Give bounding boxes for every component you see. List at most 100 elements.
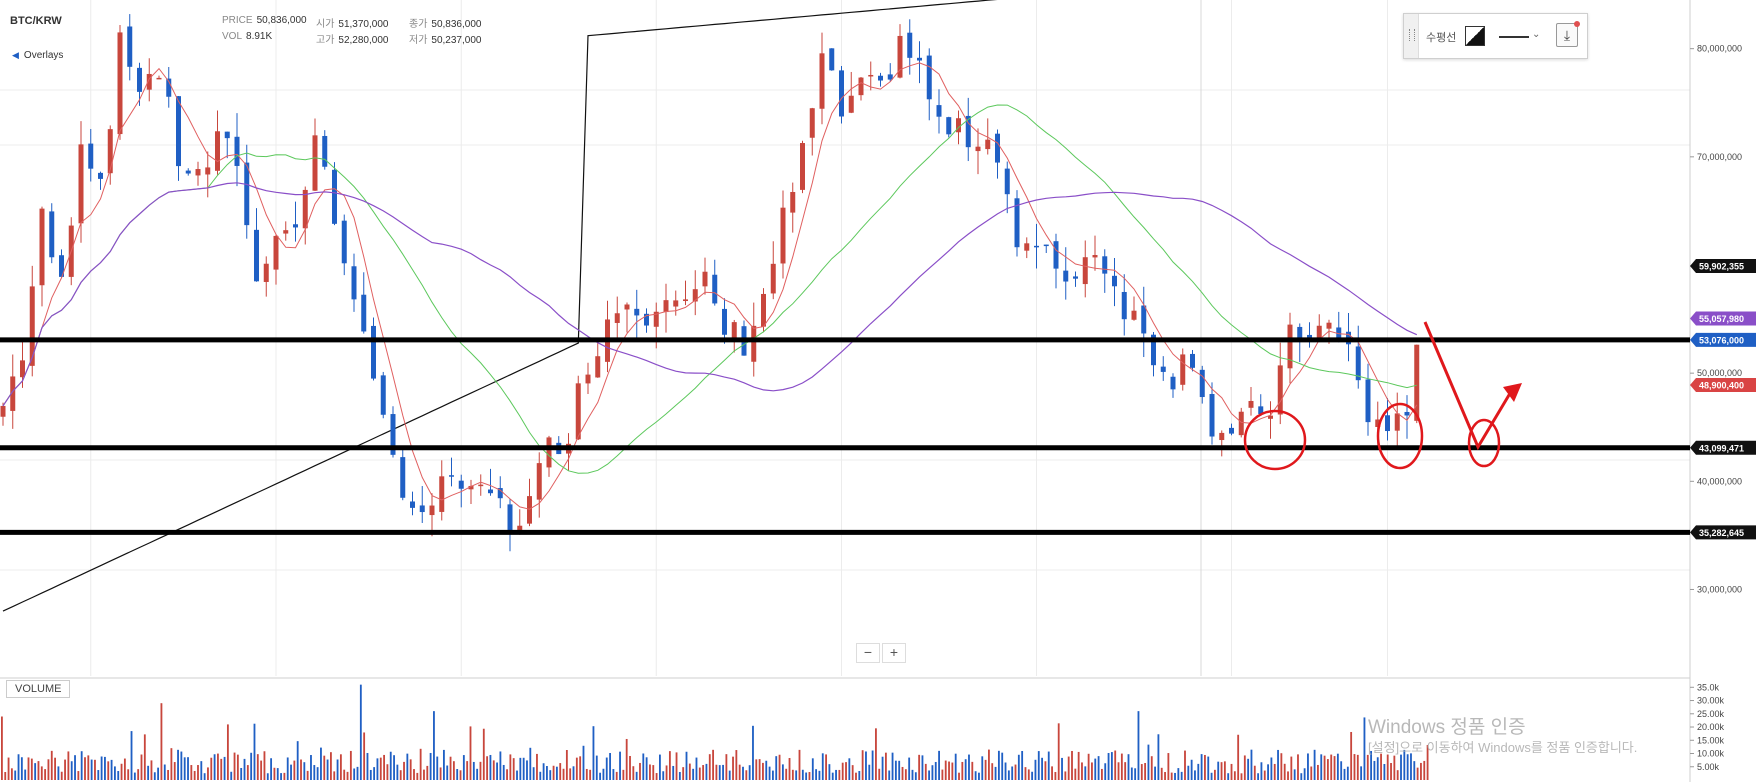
volume-bar xyxy=(30,758,33,780)
zoom-in-button[interactable]: + xyxy=(882,643,906,663)
volume-bar xyxy=(429,752,432,780)
volume-bar xyxy=(908,757,911,780)
candle-body xyxy=(1199,369,1205,398)
volume-bar xyxy=(193,770,196,780)
volume-bar xyxy=(40,766,43,780)
volume-bar xyxy=(1027,769,1030,780)
volume-bar xyxy=(24,769,27,780)
volume-bar xyxy=(1081,762,1083,780)
chevron-down-icon[interactable]: ⌄ xyxy=(1532,29,1541,40)
volume-bar xyxy=(173,762,176,780)
candle-body xyxy=(449,475,454,477)
volume-bar xyxy=(1313,749,1316,780)
candle-body xyxy=(702,271,708,287)
volume-bar xyxy=(918,754,921,780)
volume-bar xyxy=(629,755,631,780)
volume-bar xyxy=(137,769,140,780)
volume-bar xyxy=(848,758,851,780)
volume-bar xyxy=(1031,771,1034,780)
volume-bar xyxy=(1330,754,1333,780)
volume-bar xyxy=(276,768,279,780)
candle-body xyxy=(302,189,308,229)
volume-bar xyxy=(1021,750,1024,780)
volume-tick-label: 20.00k xyxy=(1697,722,1725,732)
vol-label: VOL xyxy=(222,31,243,42)
volume-bar xyxy=(1343,768,1346,780)
volume-bar xyxy=(775,756,778,780)
volume-bar xyxy=(310,755,312,780)
volume-bar xyxy=(791,769,794,780)
candle-body xyxy=(1326,322,1332,329)
candle-body xyxy=(1180,354,1186,385)
volume-bar xyxy=(1263,770,1266,780)
zoom-out-button[interactable]: − xyxy=(856,643,880,663)
candle-body xyxy=(517,525,523,531)
volume-bar xyxy=(851,765,854,780)
volume-bar xyxy=(472,761,475,780)
volume-bar xyxy=(516,770,518,780)
volume-bar xyxy=(991,763,994,780)
volume-bar xyxy=(496,762,498,780)
volume-bar xyxy=(1137,711,1140,780)
volume-bar xyxy=(778,754,781,780)
volume-bar xyxy=(506,769,508,780)
candle-body xyxy=(624,304,630,310)
volume-bar xyxy=(1190,759,1193,780)
volume-bar xyxy=(539,771,542,780)
volume-bar xyxy=(688,763,691,780)
volume-bar xyxy=(745,770,748,780)
volume-bar xyxy=(678,771,681,780)
candle-body xyxy=(39,208,45,286)
volume-bar xyxy=(1054,771,1057,780)
volume-bar xyxy=(1154,766,1156,780)
volume-bar xyxy=(1250,749,1253,780)
volume-bar xyxy=(236,754,239,780)
candle-body xyxy=(1092,255,1098,258)
candle-body xyxy=(215,131,220,171)
volume-bar xyxy=(1110,752,1113,780)
volume-bar xyxy=(655,773,658,780)
volume-bar xyxy=(765,760,768,780)
volume-bar xyxy=(336,759,339,780)
value-tag-text: 55,057,980 xyxy=(1699,314,1744,324)
candle-body xyxy=(1053,241,1059,269)
volume-bar xyxy=(931,765,934,780)
line-style-icon[interactable] xyxy=(1499,36,1529,38)
volume-bar xyxy=(771,770,774,780)
download-icon[interactable]: ⤓ xyxy=(1556,21,1580,47)
candle-body xyxy=(497,488,503,499)
candle-body xyxy=(341,220,347,264)
volume-bar xyxy=(376,758,379,780)
volume-tick-label: 30.00k xyxy=(1697,696,1725,706)
volume-bar xyxy=(406,753,409,780)
drag-handle[interactable] xyxy=(1404,14,1419,58)
volume-bar xyxy=(270,758,273,780)
volume-bar xyxy=(203,773,206,780)
volume-bar xyxy=(888,770,891,780)
windows-watermark-text: [설정]으로 이동하여 Windows를 정품 인증합니다. xyxy=(1368,740,1638,755)
candle-body xyxy=(1121,291,1127,320)
volume-bar xyxy=(951,762,954,780)
candle-body xyxy=(283,230,289,234)
volume-bar xyxy=(878,768,881,780)
volume-bar xyxy=(217,753,219,780)
color-swatch[interactable] xyxy=(1465,26,1485,46)
candle-body xyxy=(858,77,864,96)
volume-bar xyxy=(1164,771,1166,780)
volume-bar xyxy=(230,771,233,780)
overlays-toggle[interactable]: ◀ Overlays xyxy=(12,50,64,61)
volume-bar xyxy=(562,768,565,780)
volume-bar xyxy=(582,745,585,780)
volume-bar xyxy=(1017,754,1020,780)
volume-bar xyxy=(356,766,359,780)
candle-body xyxy=(176,96,181,167)
volume-bar xyxy=(894,760,897,780)
annotation-circle xyxy=(1376,402,1424,470)
volume-bar xyxy=(107,761,110,780)
volume-bar xyxy=(256,754,259,780)
volume-bar xyxy=(964,759,967,780)
candle-body xyxy=(975,146,981,152)
volume-bar xyxy=(1243,755,1246,780)
volume-bar xyxy=(831,772,834,780)
